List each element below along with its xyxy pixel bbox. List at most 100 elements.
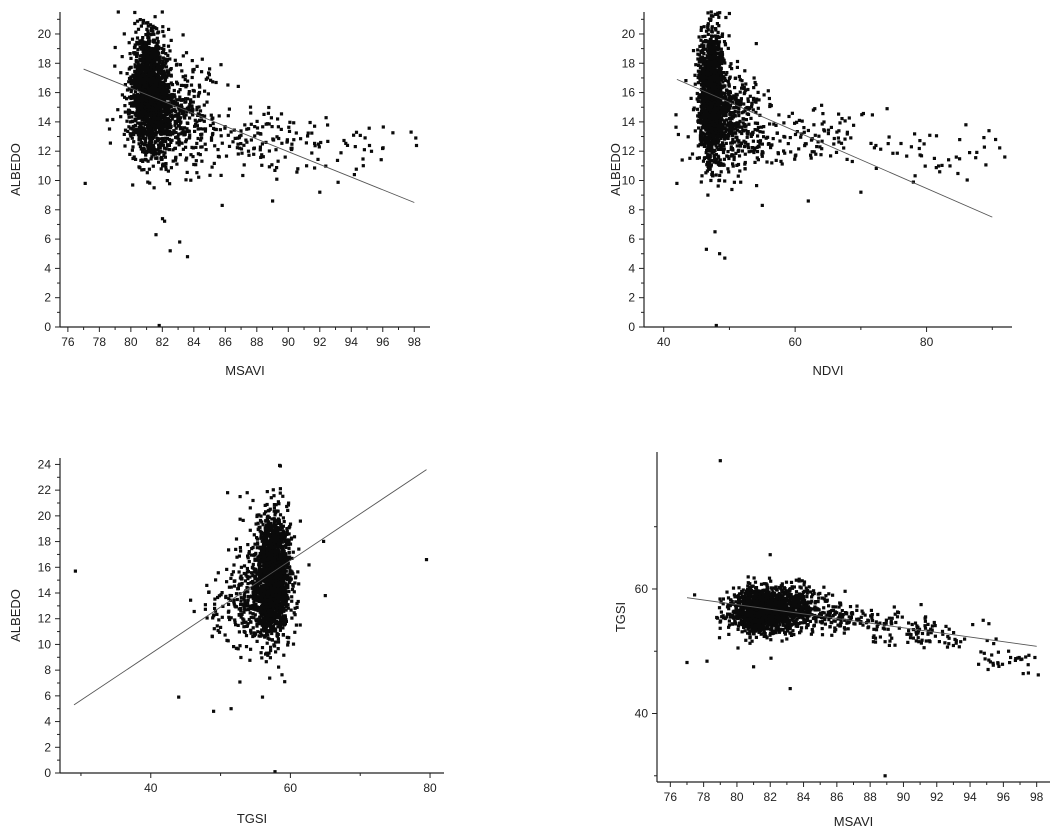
data-point xyxy=(174,63,179,67)
data-point xyxy=(185,170,189,174)
data-point xyxy=(168,49,172,53)
data-point xyxy=(706,120,710,124)
data-point xyxy=(707,80,711,84)
data-point xyxy=(714,161,718,165)
data-point xyxy=(756,158,760,162)
data-point xyxy=(139,127,143,131)
data-point xyxy=(361,157,365,161)
data-point xyxy=(165,124,169,128)
data-point xyxy=(200,118,204,122)
data-point xyxy=(136,92,140,96)
data-point xyxy=(162,43,166,48)
data-point xyxy=(152,135,156,139)
data-point xyxy=(703,134,707,138)
data-point xyxy=(720,129,724,133)
data-point xyxy=(909,145,913,149)
data-point xyxy=(716,74,720,78)
data-point xyxy=(144,55,148,59)
data-point xyxy=(716,154,720,158)
data-point xyxy=(922,142,926,146)
data-point xyxy=(746,144,750,148)
data-point xyxy=(147,167,151,171)
data-point xyxy=(141,21,145,25)
data-point xyxy=(233,136,237,140)
y-tick-label: 6 xyxy=(44,232,51,246)
data-point xyxy=(699,115,703,119)
data-point xyxy=(144,53,148,57)
data-point xyxy=(414,136,418,140)
data-point xyxy=(285,504,289,509)
data-point xyxy=(113,64,117,68)
data-point xyxy=(148,181,152,185)
data-point xyxy=(166,118,171,122)
data-point xyxy=(710,26,714,30)
data-point xyxy=(723,78,728,82)
data-point xyxy=(756,90,760,94)
data-point xyxy=(720,91,724,95)
data-point xyxy=(738,125,742,129)
data-point xyxy=(717,94,721,99)
data-point xyxy=(294,131,298,135)
data-point xyxy=(722,143,726,147)
data-point xyxy=(718,113,722,117)
data-point xyxy=(158,64,162,69)
data-point xyxy=(136,60,140,64)
data-point xyxy=(335,158,340,162)
data-point xyxy=(730,100,734,104)
data-point xyxy=(777,113,781,117)
data-point xyxy=(130,127,134,131)
data-point xyxy=(724,88,729,92)
chart-albedo-vs-msavi: 76 78 80 82 84 86 88 90 92 94 96 980246810121416182… xyxy=(8,10,430,378)
data-point xyxy=(782,121,786,125)
data-point xyxy=(165,136,169,140)
data-point xyxy=(736,101,740,105)
data-point xyxy=(146,36,150,40)
data-point xyxy=(142,84,146,88)
data-point xyxy=(790,111,794,115)
data-point xyxy=(149,33,153,37)
data-point xyxy=(809,153,813,157)
data-point xyxy=(735,144,739,148)
data-point xyxy=(151,103,156,107)
data-point xyxy=(726,128,730,132)
data-point xyxy=(136,133,140,137)
data-point xyxy=(269,645,273,649)
data-point xyxy=(724,95,728,99)
data-point xyxy=(196,136,200,141)
data-point xyxy=(294,623,298,627)
data-point xyxy=(154,81,158,85)
data-point xyxy=(708,101,712,105)
data-point xyxy=(138,123,142,127)
data-point xyxy=(141,41,145,45)
data-point xyxy=(726,150,730,154)
data-point xyxy=(127,115,131,119)
data-point xyxy=(136,76,140,80)
data-point xyxy=(701,70,705,74)
data-point xyxy=(139,147,143,151)
data-point xyxy=(195,141,199,145)
data-point xyxy=(288,120,292,124)
data-point xyxy=(146,87,150,91)
data-point xyxy=(160,157,164,161)
data-point xyxy=(686,135,690,139)
data-point xyxy=(200,57,204,61)
data-point xyxy=(178,140,182,144)
data-point xyxy=(138,58,142,62)
data-point xyxy=(198,109,203,113)
data-point xyxy=(974,156,978,160)
data-point xyxy=(289,146,293,150)
data-point xyxy=(724,105,728,109)
data-point xyxy=(720,118,724,122)
data-point xyxy=(167,94,171,98)
data-point xyxy=(125,97,129,101)
data-point xyxy=(746,87,750,92)
data-point xyxy=(702,144,706,148)
data-point xyxy=(721,162,725,166)
data-point xyxy=(716,30,720,34)
data-point xyxy=(287,501,291,505)
data-point xyxy=(712,100,716,104)
data-point xyxy=(899,141,903,146)
data-point xyxy=(698,137,702,141)
